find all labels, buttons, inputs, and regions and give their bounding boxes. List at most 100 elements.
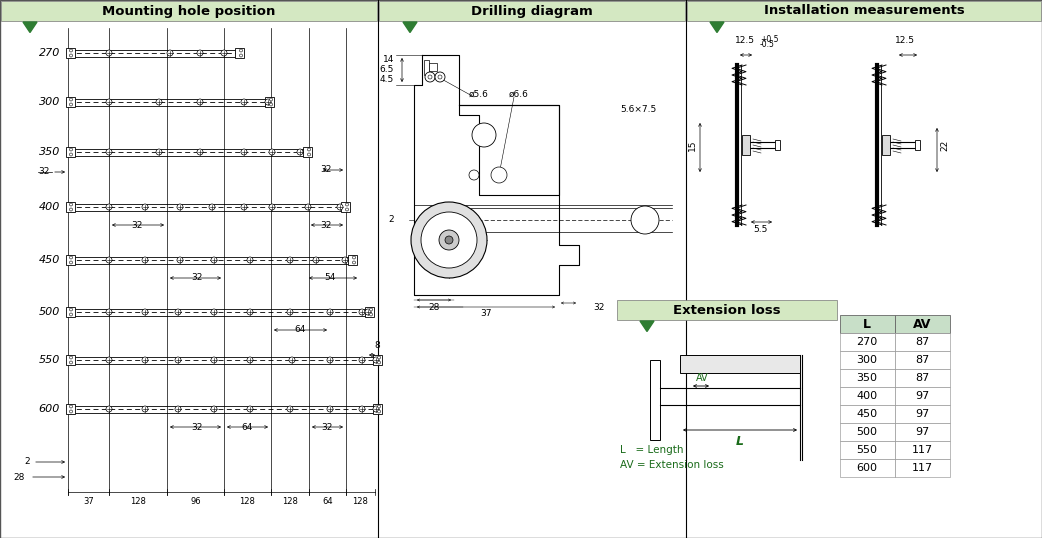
Text: 300: 300 xyxy=(39,97,60,107)
Circle shape xyxy=(70,308,73,311)
Circle shape xyxy=(365,309,371,315)
Text: +0.5: +0.5 xyxy=(760,35,778,44)
Circle shape xyxy=(472,123,496,147)
Text: 350: 350 xyxy=(857,373,877,383)
Circle shape xyxy=(70,49,73,52)
Circle shape xyxy=(247,257,253,263)
Text: 5.5: 5.5 xyxy=(752,225,767,234)
Text: L: L xyxy=(736,435,744,448)
Bar xyxy=(617,300,837,320)
Bar xyxy=(895,315,950,333)
Bar xyxy=(66,404,75,414)
Circle shape xyxy=(106,357,111,363)
Bar xyxy=(66,147,75,157)
Circle shape xyxy=(142,257,148,263)
Circle shape xyxy=(359,309,365,315)
Circle shape xyxy=(342,257,348,263)
Circle shape xyxy=(297,149,303,155)
Bar xyxy=(66,202,75,212)
Text: 32: 32 xyxy=(192,273,203,282)
Circle shape xyxy=(167,50,173,56)
Circle shape xyxy=(421,212,477,268)
Circle shape xyxy=(439,230,458,250)
Polygon shape xyxy=(403,22,417,32)
Circle shape xyxy=(106,149,111,155)
Text: 270: 270 xyxy=(39,48,60,58)
Text: 600: 600 xyxy=(857,463,877,473)
Bar xyxy=(882,135,890,155)
Bar xyxy=(840,423,895,441)
Circle shape xyxy=(197,149,203,155)
Circle shape xyxy=(377,356,380,359)
Circle shape xyxy=(175,309,181,315)
Circle shape xyxy=(175,406,181,412)
Circle shape xyxy=(438,75,442,79)
Bar xyxy=(840,405,895,423)
Circle shape xyxy=(106,204,111,210)
Circle shape xyxy=(142,357,148,363)
Text: 87: 87 xyxy=(915,355,929,365)
Bar xyxy=(840,351,895,369)
Text: 117: 117 xyxy=(912,445,933,455)
Text: 500: 500 xyxy=(39,307,60,317)
Text: 128: 128 xyxy=(130,497,146,506)
Text: 450: 450 xyxy=(39,255,60,265)
Circle shape xyxy=(435,72,445,82)
Bar xyxy=(66,48,75,58)
Bar xyxy=(687,1,1041,21)
Circle shape xyxy=(70,153,73,156)
Circle shape xyxy=(491,167,507,183)
Circle shape xyxy=(307,148,311,151)
Text: 64: 64 xyxy=(322,497,332,506)
Text: -0.5: -0.5 xyxy=(760,40,775,49)
Text: 32: 32 xyxy=(593,303,604,312)
Text: 270: 270 xyxy=(857,337,877,347)
Bar xyxy=(840,333,895,351)
Text: 12.5: 12.5 xyxy=(735,36,755,45)
Circle shape xyxy=(631,206,659,234)
Text: 117: 117 xyxy=(912,463,933,473)
Bar xyxy=(66,255,75,265)
Circle shape xyxy=(156,149,162,155)
Polygon shape xyxy=(23,22,38,32)
Text: 32: 32 xyxy=(131,221,143,230)
Circle shape xyxy=(352,256,355,259)
Circle shape xyxy=(370,308,372,311)
Circle shape xyxy=(247,309,253,315)
Circle shape xyxy=(346,203,348,206)
Circle shape xyxy=(247,406,253,412)
Circle shape xyxy=(70,361,73,364)
Circle shape xyxy=(70,203,73,206)
Circle shape xyxy=(70,410,73,413)
Circle shape xyxy=(197,99,203,105)
Bar xyxy=(840,441,895,459)
Text: AV = Extension loss: AV = Extension loss xyxy=(620,460,724,470)
Bar xyxy=(303,147,312,157)
Circle shape xyxy=(106,99,111,105)
Circle shape xyxy=(377,405,380,408)
Text: 28: 28 xyxy=(428,303,440,312)
Text: 22: 22 xyxy=(940,139,949,151)
Circle shape xyxy=(270,98,273,101)
Circle shape xyxy=(352,261,355,264)
Text: 87: 87 xyxy=(915,337,929,347)
Circle shape xyxy=(327,406,333,412)
Text: 400: 400 xyxy=(857,391,877,401)
Circle shape xyxy=(70,103,73,106)
Bar xyxy=(840,387,895,405)
Polygon shape xyxy=(710,22,724,32)
Text: L: L xyxy=(863,317,871,330)
Circle shape xyxy=(411,202,487,278)
Bar xyxy=(66,355,75,365)
Circle shape xyxy=(269,149,275,155)
Circle shape xyxy=(377,361,380,364)
Circle shape xyxy=(359,357,365,363)
Text: 2: 2 xyxy=(389,216,394,224)
Circle shape xyxy=(240,49,243,52)
Circle shape xyxy=(70,356,73,359)
Circle shape xyxy=(425,72,435,82)
Bar xyxy=(1,1,377,21)
Circle shape xyxy=(70,54,73,57)
Circle shape xyxy=(327,357,333,363)
Text: 8: 8 xyxy=(374,341,379,350)
